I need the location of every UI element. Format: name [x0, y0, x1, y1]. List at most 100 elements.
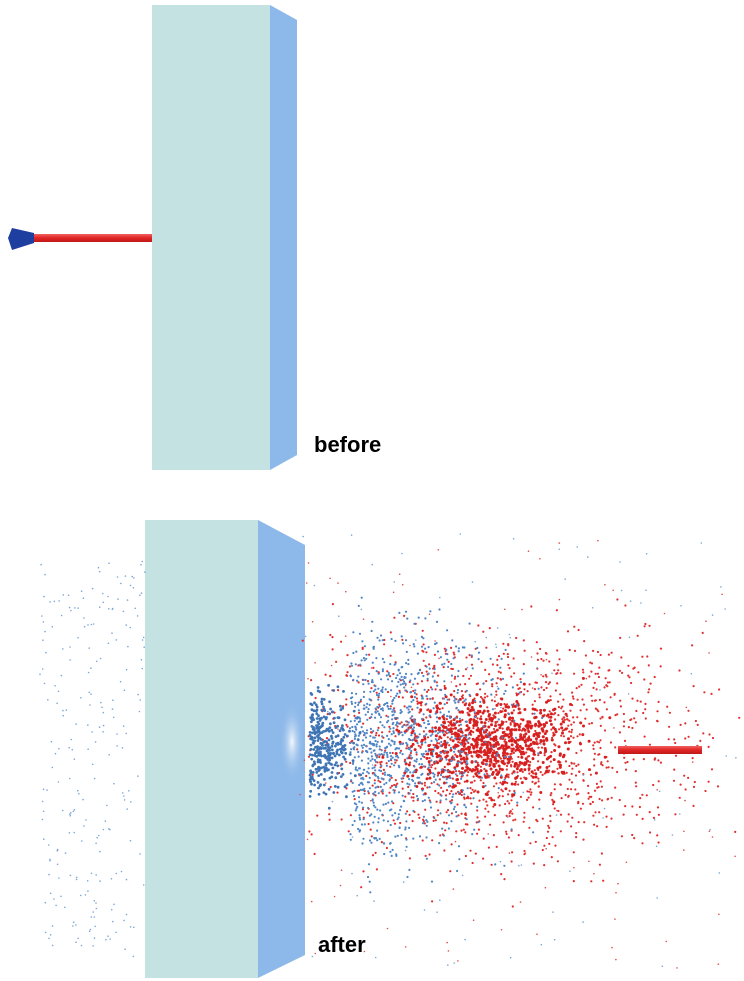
debris-particle: [361, 726, 363, 728]
debris-particle: [345, 591, 347, 593]
debris-particle: [492, 771, 495, 774]
debris-particle: [413, 718, 415, 720]
debris-particle: [368, 823, 370, 825]
debris-particle: [423, 735, 425, 737]
debris-particle: [341, 869, 343, 871]
debris-particle: [511, 753, 513, 755]
debris-particle: [582, 671, 584, 673]
debris-particle: [633, 837, 635, 839]
debris-particle: [607, 760, 609, 762]
debris-particle: [442, 731, 444, 733]
debris-particle: [676, 967, 678, 969]
debris-particle: [511, 828, 513, 830]
debris-particle: [517, 783, 519, 785]
debris-particle: [599, 747, 601, 749]
debris-particle: [387, 705, 389, 707]
debris-particle: [635, 721, 637, 723]
debris-particle: [440, 795, 442, 797]
debris-particle: [103, 829, 105, 831]
debris-particle: [500, 672, 502, 674]
debris-particle: [657, 806, 659, 808]
debris-particle: [418, 745, 420, 747]
debris-particle: [489, 736, 491, 738]
debris-particle: [417, 683, 419, 685]
debris-particle: [448, 950, 450, 952]
debris-particle: [486, 773, 488, 775]
debris-particle: [363, 696, 365, 698]
debris-particle: [590, 671, 592, 673]
debris-particle: [444, 703, 446, 705]
debris-particle: [410, 752, 412, 754]
debris-particle: [500, 758, 502, 760]
debris-particle: [405, 611, 407, 613]
debris-particle: [94, 937, 96, 939]
debris-particle: [462, 675, 464, 677]
debris-particle: [353, 795, 355, 797]
simulation-figure: before after: [0, 0, 744, 981]
debris-particle: [383, 819, 385, 821]
debris-particle: [465, 766, 468, 769]
debris-particle: [350, 697, 352, 699]
debris-particle: [641, 794, 643, 796]
debris-particle: [658, 701, 660, 703]
debris-particle: [537, 659, 539, 661]
debris-particle: [422, 839, 424, 841]
debris-particle: [518, 749, 521, 752]
debris-particle: [531, 781, 533, 783]
debris-particle: [88, 647, 90, 649]
debris-particle: [472, 581, 474, 583]
debris-particle: [467, 746, 470, 749]
debris-particle: [604, 584, 606, 586]
debris-particle: [457, 762, 459, 764]
debris-particle: [610, 741, 612, 743]
debris-particle: [446, 778, 448, 780]
debris-particle: [388, 708, 390, 710]
debris-particle: [73, 922, 75, 924]
debris-particle: [482, 785, 485, 788]
debris-particle: [561, 797, 563, 799]
debris-particle: [367, 807, 369, 809]
debris-particle: [394, 741, 396, 743]
debris-particle: [340, 768, 343, 771]
debris-particle: [725, 755, 727, 757]
debris-particle: [143, 637, 145, 639]
debris-particle: [105, 820, 107, 822]
debris-particle: [427, 744, 430, 747]
debris-particle: [380, 678, 382, 680]
debris-particle: [466, 757, 469, 760]
debris-particle: [595, 708, 597, 710]
debris-particle: [91, 731, 93, 733]
debris-particle: [354, 702, 356, 704]
debris-particle: [535, 819, 537, 821]
debris-particle: [594, 742, 596, 744]
debris-particle: [484, 696, 486, 698]
debris-particle: [614, 918, 616, 920]
debris-particle: [96, 908, 98, 910]
debris-particle: [364, 732, 366, 734]
debris-particle: [90, 693, 92, 695]
debris-particle: [464, 683, 466, 685]
debris-particle: [358, 702, 360, 704]
debris-particle: [446, 629, 448, 631]
debris-particle: [349, 753, 352, 756]
debris-particle: [718, 963, 720, 965]
debris-particle: [510, 722, 512, 724]
debris-particle: [499, 804, 501, 806]
debris-particle: [709, 829, 711, 831]
debris-particle: [108, 642, 110, 644]
debris-particle: [108, 562, 110, 564]
debris-particle: [493, 785, 495, 787]
debris-particle: [380, 690, 382, 692]
debris-particle: [486, 706, 488, 708]
debris-particle: [48, 938, 50, 940]
debris-particle: [509, 852, 511, 854]
debris-particle: [438, 754, 441, 757]
debris-particle: [398, 669, 400, 671]
debris-particle: [612, 590, 614, 592]
debris-particle: [363, 769, 365, 771]
debris-particle: [374, 779, 376, 781]
debris-particle: [107, 935, 109, 937]
debris-particle: [94, 916, 96, 918]
debris-particle: [58, 748, 60, 750]
debris-particle: [658, 780, 660, 782]
